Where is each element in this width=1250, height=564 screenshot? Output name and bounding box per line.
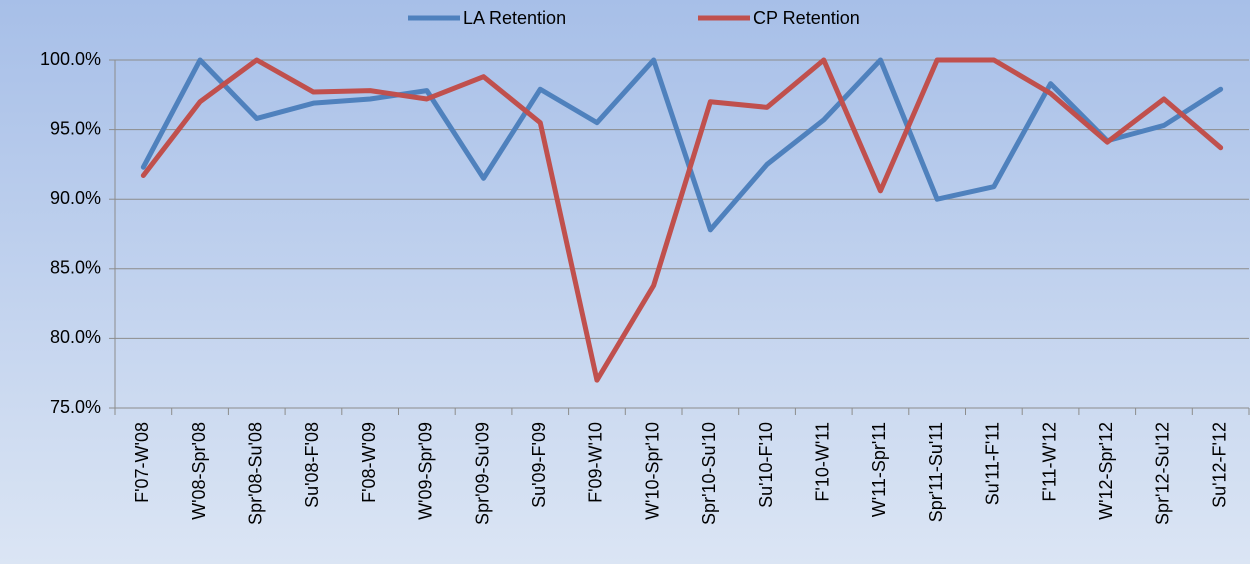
x-tick-label: F'09-W'10	[586, 422, 606, 503]
x-tick-label: Spr'10-Su'10	[699, 422, 719, 525]
x-tick-label: F'07-W'08	[132, 422, 152, 503]
x-tick-label: W'11-Spr'11	[869, 422, 889, 517]
legend-label: CP Retention	[753, 8, 860, 28]
x-tick-label: Su'08-F'08	[302, 422, 322, 508]
x-tick-label: Su'10-F'10	[756, 422, 776, 508]
y-tick-label: 90.0%	[50, 188, 101, 208]
y-tick-label: 95.0%	[50, 118, 101, 138]
x-tick-label: F'08-W'09	[359, 422, 379, 503]
series-line	[140, 57, 1224, 233]
x-tick-label: Su'12-F'12	[1209, 422, 1229, 508]
x-tick-label: W'10-Spr'10	[642, 422, 662, 520]
legend-label: LA Retention	[463, 8, 566, 28]
y-tick-label: 80.0%	[50, 327, 101, 347]
y-tick-label: 100.0%	[40, 49, 101, 69]
x-tick-label: W'09-Spr'09	[416, 422, 436, 520]
x-tick-label: Spr'09-Su'09	[472, 422, 492, 525]
x-tick-label: F'10-W'11	[813, 422, 833, 502]
series-line	[140, 57, 1224, 383]
x-tick-label: Su'09-F'09	[529, 422, 549, 508]
y-tick-label: 85.0%	[50, 258, 101, 278]
x-tick-label: Spr'08-Su'08	[246, 422, 266, 525]
x-tick-label: Spr'12-Su'12	[1153, 422, 1173, 525]
x-tick-label: Spr'11-Su'11	[926, 422, 946, 522]
x-tick-label: W'12-Spr'12	[1096, 422, 1116, 520]
x-tick-label: W'08-Spr'08	[189, 422, 209, 520]
x-tick-label: F'11-W'12	[1039, 422, 1059, 502]
x-tick-label: Su'11-F'11	[983, 422, 1003, 505]
y-tick-label: 75.0%	[50, 397, 101, 417]
